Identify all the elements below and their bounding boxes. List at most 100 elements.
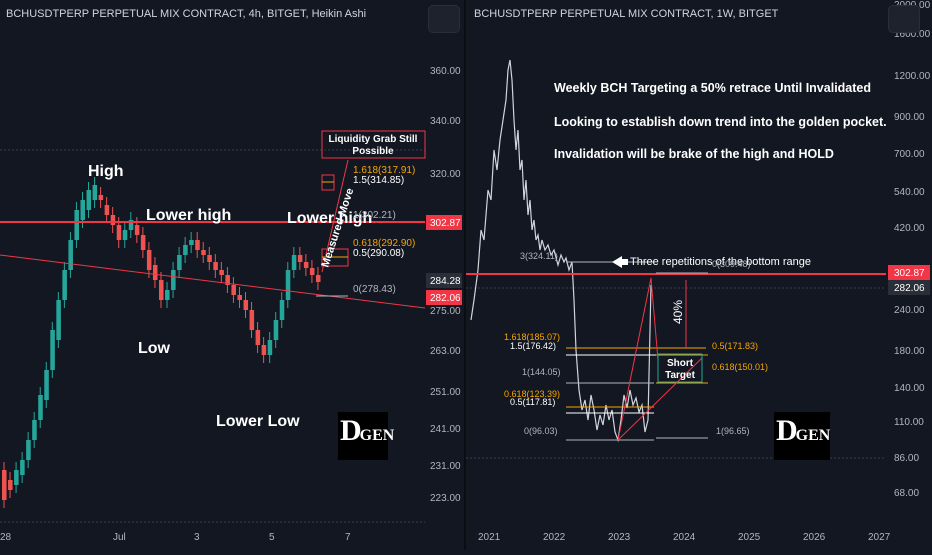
time-tick: 3 <box>194 532 200 543</box>
candle-body <box>165 290 170 300</box>
three-reps-annotation[interactable]: Three repetitions of the bottom range <box>612 256 811 268</box>
chart-title: BCHUSDTPERP PERPETUAL MIX CONTRACT, 4h, … <box>6 8 367 20</box>
fib-retrace-right[interactable] <box>656 272 708 439</box>
price-badge <box>888 280 930 295</box>
fib-label: 3(324.11) <box>520 251 558 261</box>
candle-body <box>62 270 67 300</box>
grid <box>0 149 425 523</box>
projection-path[interactable] <box>617 277 659 441</box>
fib-retrace-box[interactable] <box>316 248 349 297</box>
chart-menu-button[interactable] <box>888 5 920 33</box>
candle-body <box>98 195 104 200</box>
trend-line[interactable] <box>0 254 426 309</box>
candle-body <box>2 470 7 500</box>
candle-body <box>152 265 158 280</box>
dgen-logo: DGEN <box>338 412 394 460</box>
candle-body <box>297 255 303 262</box>
note-line: Looking to establish down trend into the… <box>554 115 887 129</box>
fib-label: 1(302.21) <box>353 210 396 221</box>
candle-body <box>158 280 164 300</box>
price-axis[interactable]: 360.00 340.00 320.00 275.00 263.00 251.0… <box>426 66 462 504</box>
candle-body <box>86 190 92 210</box>
candle-body <box>207 255 212 262</box>
time-tick: 2026 <box>803 532 826 543</box>
candle-body <box>74 210 79 240</box>
time-axis[interactable]: 28 Jul 3 5 7 <box>0 532 351 543</box>
chart-panel-4h[interactable]: High Lower high Lower high Low Lower Low… <box>0 0 464 550</box>
candle-body <box>303 262 309 268</box>
price-axis[interactable]: 2000.00 1600.00 1200.00 900.00 700.00 54… <box>888 0 931 499</box>
candle-body <box>50 330 55 370</box>
measured-move-arrow[interactable] <box>321 159 349 273</box>
candle-body <box>183 245 188 255</box>
price-badge-text: 282.06 <box>894 283 925 294</box>
candle-body <box>38 395 43 420</box>
short-target-box[interactable] <box>657 353 703 383</box>
candle-body <box>273 320 279 340</box>
candle-body <box>255 330 261 345</box>
price-badge <box>426 290 462 305</box>
fib-label: 0(309.48) <box>712 259 751 269</box>
annotation-lower-high-1: Lower high <box>146 207 231 224</box>
candle-body <box>92 185 98 200</box>
candle-body <box>291 255 297 270</box>
time-tick: 28 <box>0 532 12 543</box>
price-tick: 700.00 <box>894 149 925 160</box>
candle-body <box>44 370 49 400</box>
panel-divider[interactable] <box>464 0 466 550</box>
candle-body <box>14 470 19 485</box>
candle-body <box>231 285 236 295</box>
candle-body <box>68 240 73 270</box>
annotation-lower-low: Lower Low <box>216 413 300 430</box>
candle-body <box>32 420 37 440</box>
chart-menu-button[interactable] <box>428 5 460 33</box>
price-tick: 340.00 <box>430 116 461 127</box>
candle-body <box>122 230 128 240</box>
candle-body <box>104 205 110 215</box>
chart-panel-1w[interactable]: 40% Short Target Three repetitions of th… <box>466 0 932 550</box>
candle-body <box>177 255 182 270</box>
price-badge-text: 284.28 <box>430 276 461 287</box>
candle-body <box>237 295 243 300</box>
price-tick: 68.00 <box>894 488 919 499</box>
price-tick: 86.00 <box>894 453 919 464</box>
fib-label: 0.618(150.01) <box>712 362 768 372</box>
price-badge-text: 302.87 <box>430 218 461 229</box>
time-tick: 2025 <box>738 532 761 543</box>
time-axis[interactable]: 2021 2022 2023 2024 2025 2026 2027 <box>478 532 891 543</box>
three-reps-label: Three repetitions of the bottom range <box>630 256 811 268</box>
price-tick: 223.00 <box>430 493 461 504</box>
candle-body <box>134 225 140 235</box>
time-tick: 2021 <box>478 532 501 543</box>
price-tick: 240.00 <box>894 305 925 316</box>
fib-label: 0.618(123.39) <box>504 389 560 399</box>
dgen-logo: DGEN <box>774 412 830 460</box>
fib-extension-left[interactable] <box>566 261 706 441</box>
candle-body <box>171 270 176 290</box>
annotation-liquidity-1: Liquidity Grab Still <box>329 134 418 145</box>
chart-title: BCHUSDTPERP PERPETUAL MIX CONTRACT, 1W, … <box>474 8 779 20</box>
candle-body <box>56 300 61 340</box>
fib-label: 1.618(317.91) <box>353 165 415 176</box>
chart-canvas-1w[interactable]: 40% Short Target Three repetitions of th… <box>466 0 932 550</box>
price-badge <box>426 273 462 288</box>
price-tick: 231.00 <box>430 461 461 472</box>
projection-line[interactable] <box>617 357 703 441</box>
price-tick: 420.00 <box>894 223 925 234</box>
annotation-lower-high-2: Lower high <box>287 210 372 227</box>
note-line: Invalidation will be brake of the high a… <box>554 147 834 161</box>
price-badge <box>426 215 462 230</box>
price-tick: 540.00 <box>894 187 925 198</box>
candle-body <box>225 275 230 285</box>
fib-label: 1.5(176.42) <box>510 341 556 351</box>
liquidity-box[interactable] <box>321 130 426 159</box>
fib-label: 0.5(171.83) <box>712 341 758 351</box>
fib-label: 1.618(185.07) <box>504 332 560 342</box>
candle-body <box>201 250 206 255</box>
price-tick: 360.00 <box>430 66 461 77</box>
fib-extension-top[interactable] <box>321 174 335 191</box>
short-target-label: Target <box>665 370 695 381</box>
annotation-high: High <box>88 163 124 180</box>
chart-canvas-4h[interactable]: High Lower high Lower high Low Lower Low… <box>0 0 464 550</box>
price-tick: 241.00 <box>430 424 461 435</box>
